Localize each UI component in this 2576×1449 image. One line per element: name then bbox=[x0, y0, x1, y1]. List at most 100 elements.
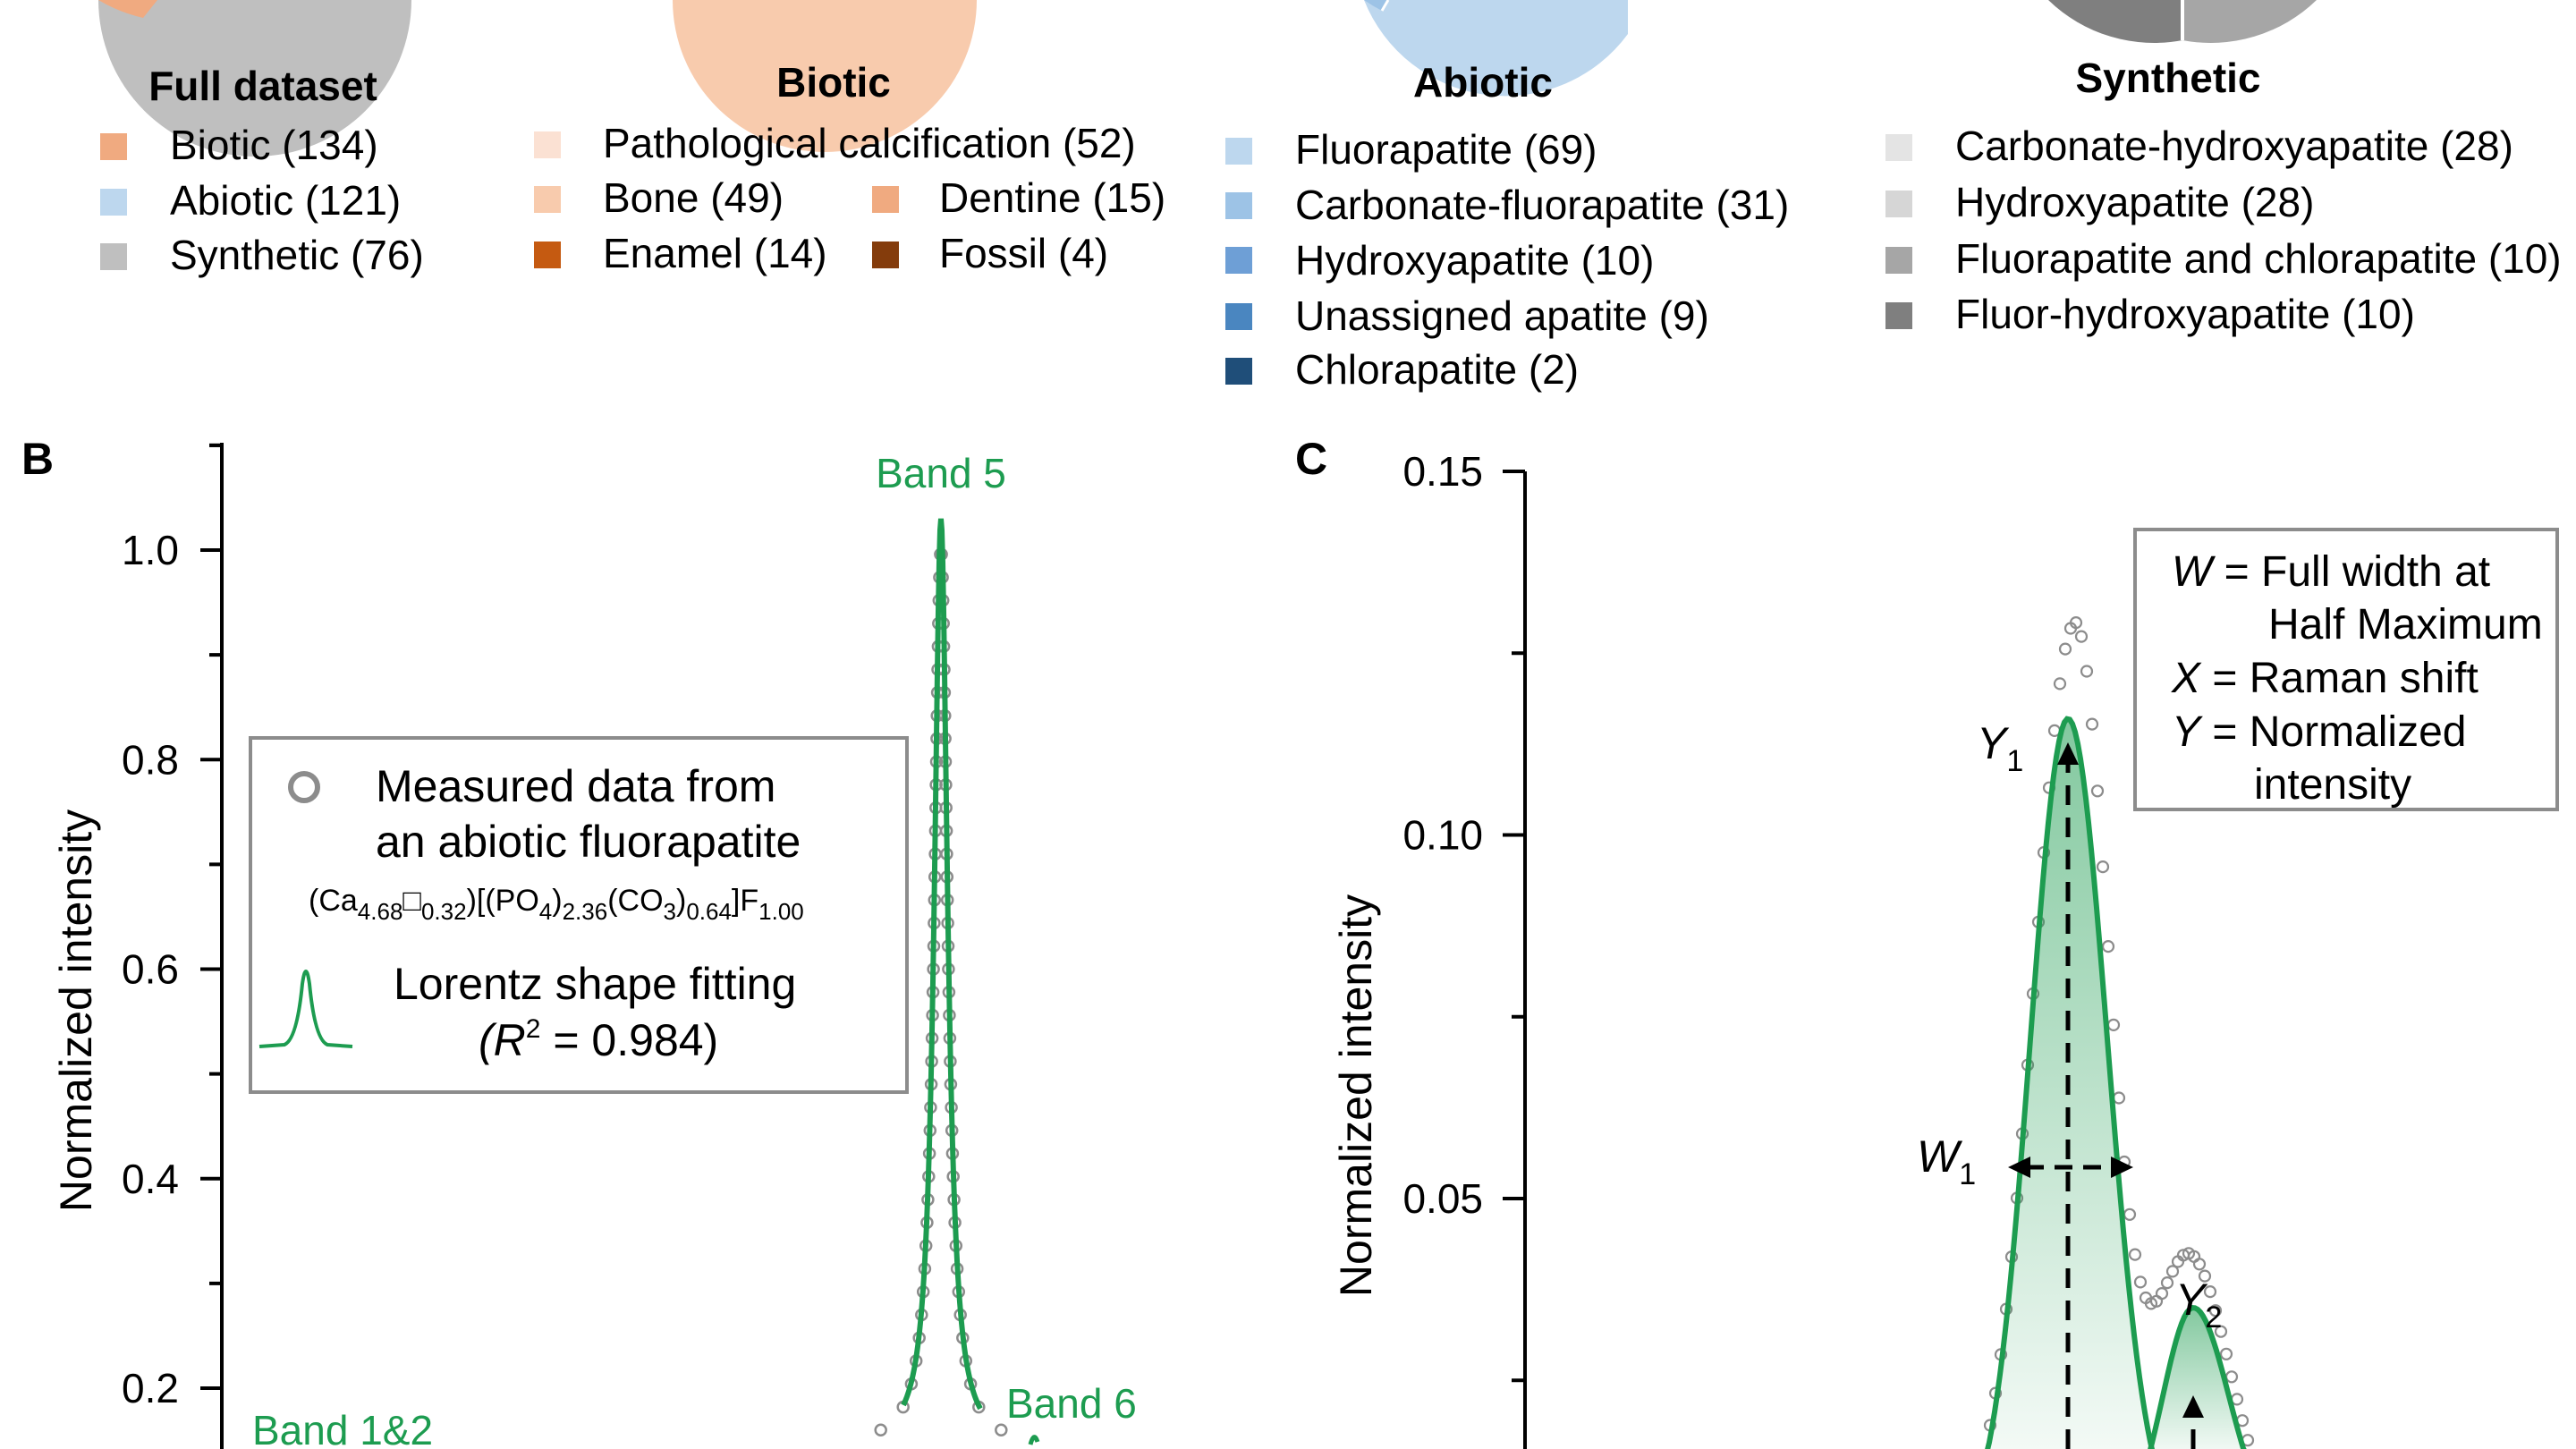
measured-point bbox=[2085, 717, 2099, 731]
info-line-y: Y = Normalized bbox=[2172, 708, 2466, 756]
legend-swatch bbox=[1225, 358, 1252, 385]
y-tick-label: 0.6 bbox=[122, 946, 179, 993]
measured-point bbox=[2074, 630, 2089, 643]
panel-b-spectrum: B 0.2 0.4 0.6 0.8 1.0 Normalized intensity B… bbox=[21, 434, 1137, 1449]
y1-arrowhead bbox=[2057, 742, 2079, 765]
y-tick-label: 0.10 bbox=[1402, 812, 1483, 859]
measured-point bbox=[2214, 1325, 2228, 1338]
r2-suffix: = 0.984) bbox=[540, 1015, 718, 1065]
legend-swatch bbox=[1225, 247, 1252, 274]
legend-label: Abiotic (121) bbox=[170, 177, 401, 224]
annotation-band-5: Band 5 bbox=[876, 450, 1006, 496]
pie-slice-biotic bbox=[98, 0, 157, 18]
annotation-band-6: Band 6 bbox=[1006, 1380, 1137, 1427]
legend-swatch bbox=[1225, 138, 1252, 165]
lorentz-fit-line-b bbox=[901, 518, 983, 1411]
legend-marker-fit bbox=[258, 970, 353, 1048]
info-line-w2: Half Maximum bbox=[2268, 601, 2543, 648]
legend-label: Dentine (15) bbox=[939, 174, 1165, 221]
measured-point bbox=[2160, 1275, 2174, 1290]
legend-label: Fluor-hydroxyapatite (10) bbox=[1955, 291, 2415, 337]
legend-swatch bbox=[100, 189, 127, 216]
pie-slice-fluorapatite-chlorapatite bbox=[2182, 0, 2317, 43]
legend-label: Carbonate-fluorapatite (31) bbox=[1295, 182, 1789, 228]
group-title-abiotic: Abiotic bbox=[1413, 59, 1553, 106]
measured-point bbox=[2112, 1091, 2126, 1105]
legend-label: Carbonate-hydroxyapatite (28) bbox=[1955, 123, 2513, 169]
w1-arrowhead-right bbox=[2111, 1157, 2133, 1178]
legend-formula: (Ca4.68□0.32)[(PO4)2.36(CO3)0.64]F1.00 bbox=[309, 884, 804, 925]
legend-swatch bbox=[872, 242, 899, 268]
legend-label: Fluorapatite (69) bbox=[1295, 126, 1597, 173]
band-6-fit-fragment bbox=[1028, 1435, 1040, 1445]
legend-label: Bone (49) bbox=[603, 174, 784, 221]
legend-swatch bbox=[872, 186, 899, 213]
legend-swatch bbox=[100, 133, 127, 160]
legend-swatch bbox=[534, 186, 561, 213]
measured-point bbox=[2101, 939, 2115, 953]
y-axis-label-c: Normalized intensity bbox=[1331, 894, 1381, 1297]
info-line-y2: intensity bbox=[2254, 761, 2411, 809]
panel-c-peak-fit: C 0.05 0.10 0.15 Normalized intensity Y1 Y… bbox=[1295, 434, 2559, 1449]
y2-arrowhead bbox=[2182, 1395, 2204, 1418]
measured-point bbox=[2219, 1347, 2233, 1360]
y-tick-label: 0.15 bbox=[1402, 448, 1483, 495]
label-y2: Y2 bbox=[2175, 1275, 2222, 1335]
measured-point bbox=[874, 1423, 887, 1437]
legend-swatch bbox=[1885, 191, 1912, 217]
fit-peak-2 bbox=[2148, 1305, 2247, 1449]
measured-point bbox=[2203, 1284, 2217, 1299]
group-title-biotic: Biotic bbox=[776, 59, 891, 106]
legend-text-fit: Lorentz shape fitting bbox=[394, 959, 796, 1009]
legend-swatch bbox=[534, 131, 561, 158]
panel-a-pie-legends: Full dataset Biotic Abiotic Synthetic Bi… bbox=[98, 0, 2562, 393]
measured-point bbox=[995, 1423, 1008, 1437]
label-y1: Y1 bbox=[1977, 718, 2023, 778]
legend-label: Fossil (4) bbox=[939, 230, 1108, 276]
measured-point bbox=[2192, 1258, 2207, 1271]
group-title-synthetic: Synthetic bbox=[2075, 55, 2260, 101]
legend-swatch bbox=[1885, 247, 1912, 274]
annotation-band-1-2: Band 1&2 bbox=[252, 1407, 433, 1449]
legend-swatch bbox=[1225, 192, 1252, 219]
y-tick-label: 0.05 bbox=[1402, 1175, 1483, 1222]
legend-swatch bbox=[1225, 303, 1252, 330]
fit-peak-1 bbox=[1985, 716, 2155, 1449]
y-ticks-b: 0.2 0.4 0.6 0.8 1.0 bbox=[122, 443, 222, 1411]
measured-point bbox=[2155, 1286, 2169, 1301]
legend-swatch bbox=[1885, 134, 1912, 161]
measured-point bbox=[2106, 1018, 2121, 1032]
y-axis-label-b: Normalized intensity bbox=[51, 809, 101, 1212]
legend-marker-measured bbox=[288, 771, 320, 803]
legend-swatch bbox=[100, 243, 127, 270]
legend-label: Hydroxyapatite (10) bbox=[1295, 237, 1654, 284]
pie-slice-synthetic bbox=[98, 0, 411, 157]
pie-slice-fluorapatite bbox=[1364, 0, 1628, 97]
legend-label: Fluorapatite and chlorapatite (10) bbox=[1955, 235, 2562, 282]
info-line-w: W = Full width at bbox=[2172, 548, 2490, 596]
measured-point bbox=[2090, 784, 2105, 798]
measured-point bbox=[2053, 677, 2067, 691]
measured-point bbox=[2208, 1304, 2223, 1318]
legend-label: Hydroxyapatite (28) bbox=[1955, 179, 2314, 225]
legend-label: Chlorapatite (2) bbox=[1295, 346, 1579, 393]
legend-label: Biotic (134) bbox=[170, 122, 378, 168]
legend-label: Pathological calcification (52) bbox=[603, 120, 1136, 166]
measured-point bbox=[2133, 1275, 2148, 1289]
measured-point bbox=[2128, 1248, 2142, 1261]
measured-point bbox=[2198, 1269, 2212, 1283]
pie-fragments bbox=[98, 0, 2317, 157]
measured-point bbox=[2058, 642, 2072, 656]
legend-swatch bbox=[534, 242, 561, 268]
legend-label: Enamel (14) bbox=[603, 230, 827, 276]
info-box-c: W = Full width at Half Maximum X = Raman… bbox=[2133, 528, 2559, 811]
y-tick-label: 0.4 bbox=[122, 1156, 179, 1202]
panel-label-b: B bbox=[21, 434, 54, 484]
r2-prefix: (R bbox=[479, 1015, 526, 1065]
info-line-x: X = Raman shift bbox=[2171, 655, 2479, 702]
legend-label: Unassigned apatite (9) bbox=[1295, 292, 1709, 339]
legend-frame-b bbox=[249, 736, 909, 1094]
y-tick-label: 0.8 bbox=[122, 736, 179, 783]
y-ticks-c: 0.05 0.10 0.15 bbox=[1402, 448, 1525, 1383]
